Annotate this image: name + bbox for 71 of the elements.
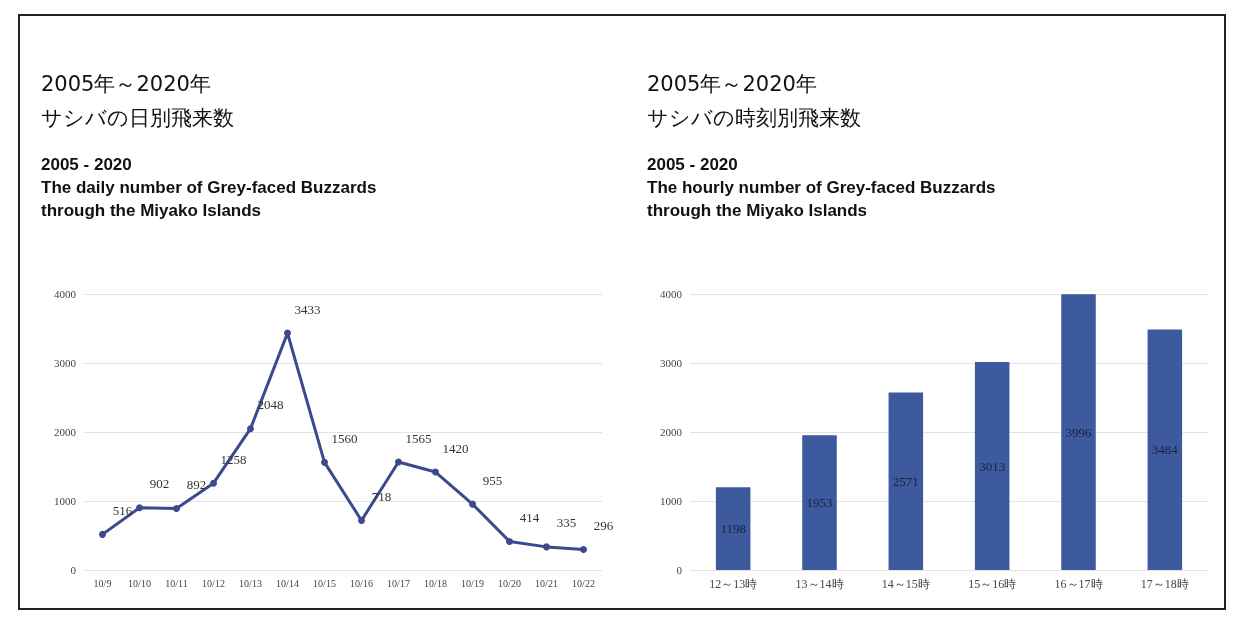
y-tick-label: 0 bbox=[70, 564, 77, 576]
x-tick-label: 10/17 bbox=[387, 577, 410, 589]
data-label: 3433 bbox=[294, 301, 321, 317]
x-tick-label: 12～13時 bbox=[709, 577, 758, 591]
chart-subtitle: 2005 - 2020 The hourly number of Grey-faced Buzzards through the Miyako Islands bbox=[647, 155, 996, 220]
data-label: 3996 bbox=[1065, 424, 1092, 440]
x-tick-label: 10/15 bbox=[313, 577, 336, 589]
x-tick-label: 10/9 bbox=[93, 577, 112, 589]
point bbox=[395, 458, 402, 466]
x-tick-label: 13～14時 bbox=[795, 577, 844, 591]
y-tick-label: 3000 bbox=[660, 357, 683, 369]
x-tick-label: 10/18 bbox=[424, 577, 447, 589]
x-tick-label: 10/22 bbox=[572, 577, 595, 589]
point bbox=[284, 329, 291, 337]
data-label: 3013 bbox=[979, 458, 1006, 474]
y-tick-label: 4000 bbox=[54, 288, 77, 300]
data-label: 296 bbox=[593, 518, 614, 534]
x-tick-label: 10/13 bbox=[239, 577, 262, 589]
data-label: 1420 bbox=[442, 440, 469, 456]
point bbox=[580, 546, 587, 554]
chart-title: 2005年～2020年サシバの時刻別飛来数 bbox=[647, 72, 861, 130]
point bbox=[210, 479, 217, 487]
x-tick-label: 14～15時 bbox=[881, 577, 930, 591]
x-tick-label: 10/21 bbox=[535, 577, 558, 589]
point bbox=[173, 504, 180, 512]
data-label: 902 bbox=[149, 476, 170, 492]
x-tick-label: 10/11 bbox=[165, 577, 188, 589]
bar bbox=[802, 435, 837, 570]
chart-subtitle: 2005 - 2020 The daily number of Grey-faced Buzzards through the Miyako Islands bbox=[41, 155, 377, 220]
x-tick-label: 10/12 bbox=[202, 577, 225, 589]
bar bbox=[1061, 294, 1096, 570]
data-label: 3484 bbox=[1151, 442, 1179, 458]
data-label: 892 bbox=[186, 476, 207, 492]
y-tick-label: 1000 bbox=[54, 495, 77, 507]
x-tick-label: 10/20 bbox=[498, 577, 521, 589]
data-label: 1565 bbox=[405, 430, 432, 446]
y-tick-label: 3000 bbox=[54, 357, 77, 369]
y-tick-label: 0 bbox=[676, 564, 683, 576]
y-tick-label: 1000 bbox=[660, 495, 683, 507]
y-tick-label: 4000 bbox=[660, 288, 683, 300]
point bbox=[358, 516, 365, 524]
y-tick-label: 2000 bbox=[660, 426, 683, 438]
bar bbox=[715, 487, 751, 570]
chart-title: 2005年～2020年サシバの日別飛来数 bbox=[41, 72, 234, 130]
point bbox=[247, 425, 254, 433]
point bbox=[506, 537, 513, 545]
bar bbox=[888, 392, 924, 570]
data-label: 414 bbox=[519, 509, 540, 525]
point bbox=[321, 458, 328, 466]
data-label: 1560 bbox=[331, 430, 358, 446]
x-tick-label: 16～17時 bbox=[1054, 577, 1103, 591]
x-tick-label: 10/16 bbox=[350, 577, 373, 589]
x-tick-label: 10/19 bbox=[461, 577, 484, 589]
data-label: 1953 bbox=[806, 495, 833, 511]
data-label: 335 bbox=[556, 515, 577, 531]
point bbox=[469, 500, 476, 508]
x-tick-label: 15～16時 bbox=[968, 577, 1017, 591]
point bbox=[99, 530, 106, 538]
x-tick-label: 17～18時 bbox=[1140, 577, 1189, 591]
y-tick-label: 2000 bbox=[54, 426, 77, 438]
bar bbox=[974, 362, 1010, 570]
point bbox=[543, 543, 550, 551]
bar bbox=[1147, 329, 1183, 570]
data-label: 2571 bbox=[892, 473, 919, 489]
data-label: 955 bbox=[482, 472, 503, 488]
data-label: 1198 bbox=[720, 521, 746, 537]
x-tick-label: 10/10 bbox=[128, 577, 151, 589]
data-label: 516 bbox=[112, 502, 133, 518]
x-tick-label: 10/14 bbox=[276, 577, 299, 589]
point bbox=[136, 504, 143, 512]
point bbox=[432, 468, 439, 476]
